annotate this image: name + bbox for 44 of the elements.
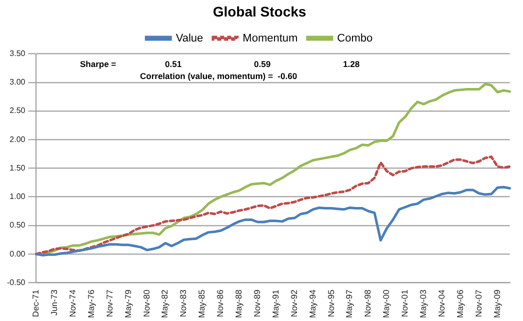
y-tick-label: 1.00 [10, 192, 26, 202]
x-tick-label: May-88 [234, 289, 244, 318]
x-tick-label: Nov-04 [436, 289, 446, 318]
x-tick-label: Nov-95 [326, 289, 336, 318]
x-tick-label: May-82 [160, 289, 170, 318]
chart-title: Global Stocks [212, 3, 306, 20]
x-tick-label: May-97 [344, 289, 354, 318]
x-tick-label: Nov-86 [215, 289, 226, 318]
annotation: 1.28 [343, 59, 360, 70]
x-tick-label: Jun-73 [49, 289, 60, 316]
x-tick-label: Dec-71 [30, 289, 41, 318]
x-tick-label: Nov-80 [141, 289, 152, 318]
x-tick-label: May-76 [86, 289, 96, 318]
x-tick-label: May-06 [454, 289, 465, 318]
y-tick-label: 0.00 [10, 249, 26, 258]
x-tick-label: May-79 [122, 289, 133, 318]
x-tick-label: Nov-07 [473, 289, 484, 318]
x-tick-label: Nov-89 [252, 289, 262, 318]
x-tick-label: May-00 [381, 289, 392, 318]
annotation: 0.51 [165, 59, 182, 70]
y-tick-label: 3.00 [10, 78, 26, 87]
x-tick-label: May-85 [196, 289, 207, 318]
legend-label: Combo [337, 32, 373, 44]
annotation: 0.59 [254, 59, 271, 70]
x-tick-label: Nov-83 [178, 289, 188, 318]
annotation: Correlation (value, momentum) = -0.60 [140, 71, 298, 82]
x-tick-label: Nov-74 [67, 289, 78, 318]
y-tick-label: -0.50 [7, 278, 26, 287]
y-tick-label: 2.00 [10, 134, 26, 144]
y-tick-label: 3.50 [10, 49, 26, 58]
x-tick-label: May-09 [492, 289, 502, 318]
x-tick-label: May-03 [418, 289, 428, 318]
legend-label: Value [176, 32, 204, 44]
x-tick-label: May-91 [270, 289, 280, 318]
x-tick-label: Nov-01 [400, 289, 410, 318]
x-tick-label: Nov-77 [104, 289, 114, 318]
x-tick-label: May-94 [307, 289, 318, 318]
x-tick-label: Nov-98 [362, 289, 373, 318]
annotation: Sharpe = [80, 59, 116, 70]
y-tick-label: 1.50 [10, 163, 26, 172]
x-tick-label: Nov-92 [288, 289, 299, 318]
legend-label: Momentum [242, 32, 298, 44]
y-tick-label: 2.50 [10, 106, 26, 116]
y-tick-label: 0.50 [10, 220, 26, 230]
